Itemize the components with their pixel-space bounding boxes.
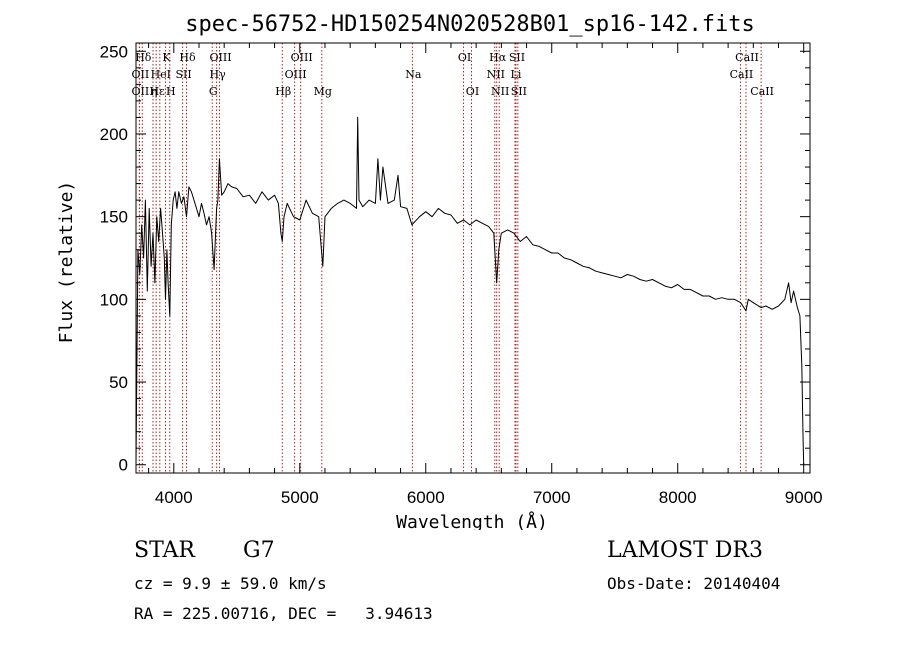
line-marker-label: SII (511, 85, 527, 98)
spectrum-series (135, 116, 805, 465)
y-tick-label: 200 (100, 125, 128, 144)
line-marker-label: HeI (151, 68, 171, 81)
x-tick-label: 9000 (785, 488, 823, 507)
line-marker-label: Hα (489, 51, 507, 64)
line-marker-label: Mg (314, 85, 332, 98)
line-marker-label: Hγ (210, 68, 227, 81)
object-class: STAR (134, 538, 195, 563)
x-tick-label: 6000 (407, 488, 445, 507)
spectrum-line (135, 116, 805, 465)
line-marker-label: NII (487, 68, 505, 81)
y-tick-label: 0 (119, 456, 128, 475)
line-marker-label: CaII (730, 68, 754, 81)
line-marker-label: H (166, 85, 176, 98)
spectrum-chart: spec-56752-HD150254N020528B01_sp16-142.f… (56, 12, 823, 530)
chart-title: spec-56752-HD150254N020528B01_sp16-142.f… (185, 12, 755, 37)
x-tick-label: 4000 (155, 488, 193, 507)
x-axis-label: Wavelength (Å) (396, 511, 548, 530)
line-marker-label: OI (466, 85, 479, 98)
x-tick-label: 5000 (281, 488, 319, 507)
line-marker-label: Hε (150, 85, 166, 98)
line-marker-label: OIII (291, 51, 313, 64)
line-marker-label: OIII (209, 51, 231, 64)
line-marker-label: NII (491, 85, 509, 98)
survey-name: LAMOST DR3 (607, 538, 763, 563)
line-marker-label: SII (175, 68, 191, 81)
coordinates: RA = 225.00716, DEC = 3.94613 (134, 604, 433, 623)
emission-line-markers: Hδ OII OII Hεη HeI K H SII Hδ G Hγ OIII Hβ OIII OIII Mg… (132, 43, 774, 473)
y-tick-label: 100 (100, 290, 128, 309)
line-marker-label: Hδ (135, 51, 152, 64)
line-marker-label: Na (405, 68, 422, 81)
line-marker-label: G (209, 85, 218, 98)
line-marker-label: Li (511, 68, 522, 81)
y-tick-label: 250 (100, 42, 128, 61)
line-marker-label: Hδ (179, 51, 196, 64)
x-tick-label: 7000 (533, 488, 571, 507)
line-marker-label: CaII (735, 51, 759, 64)
y-tick-label: 150 (100, 208, 128, 227)
line-marker-label: CaII (750, 85, 774, 98)
axis-ticks: 4000 5000 6000 7000 8000 9000 0 50 100 150 200 250 (100, 42, 823, 507)
line-marker-label: OII (132, 68, 150, 81)
line-marker-label: SII (509, 51, 525, 64)
line-marker-label: η (151, 85, 158, 98)
plot-frame (135, 42, 811, 474)
x-tick-label: 8000 (659, 488, 697, 507)
y-axis-label: Flux (relative) (56, 181, 77, 344)
redshift-readout: cz = 9.9 ± 59.0 km/s (134, 574, 327, 593)
object-subclass: G7 (243, 538, 275, 563)
line-marker-label: OI (458, 51, 471, 64)
line-marker-label: OIII (285, 68, 307, 81)
line-marker-label: OII (132, 85, 150, 98)
y-tick-label: 50 (109, 373, 128, 392)
line-marker-label: Hβ (275, 85, 291, 98)
line-marker-label: K (162, 51, 171, 64)
obs-date: Obs-Date: 20140404 (607, 574, 781, 593)
